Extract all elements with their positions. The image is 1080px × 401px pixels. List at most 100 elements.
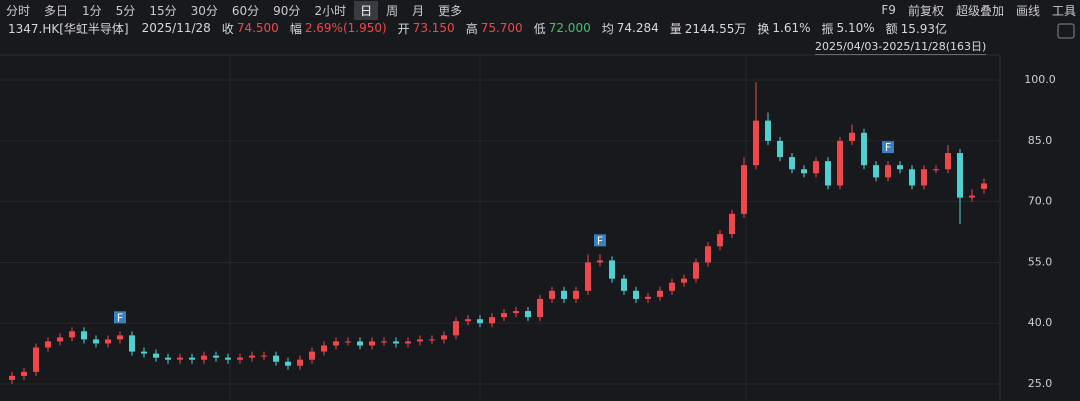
y-tick-label: 55.0 (1028, 255, 1053, 268)
candle-body (297, 359, 303, 366)
candle-body (405, 341, 411, 344)
candle-body (573, 290, 579, 299)
field-value: 73.150 (412, 21, 455, 35)
period-button[interactable]: 15分 (149, 3, 177, 18)
candle-body (465, 319, 471, 322)
candle-body (981, 183, 987, 189)
y-tick-label: 70.0 (1028, 195, 1053, 208)
field-value: 1.61% (772, 21, 811, 35)
field-label: 均 (601, 21, 614, 36)
candle-body (141, 351, 147, 354)
candle-body (837, 140, 843, 186)
period-button[interactable]: 60分 (231, 3, 260, 18)
candle-body (705, 246, 711, 263)
candle-body (909, 169, 915, 186)
period-button[interactable]: 分时 (6, 3, 31, 18)
candle-body (597, 260, 603, 263)
y-tick-label: 100.0 (1024, 73, 1056, 86)
candle-body (273, 355, 279, 362)
candle-body (477, 319, 483, 324)
candle-body (849, 132, 855, 141)
candle-body (765, 120, 771, 141)
candle-body (369, 341, 375, 346)
field-value: 15.93亿 (900, 21, 948, 36)
candle-body (9, 375, 15, 380)
period-button[interactable]: 5分 (115, 3, 136, 18)
candle-body (789, 157, 795, 170)
candle-body (129, 335, 135, 352)
candle-body (609, 260, 615, 279)
candle-body (933, 169, 939, 171)
candle-body (657, 290, 663, 297)
candle-body (969, 195, 975, 198)
period-button[interactable]: 月 (412, 3, 425, 18)
event-marker (114, 311, 126, 324)
candle-body (285, 361, 291, 366)
field-label: 高 (465, 21, 478, 36)
candle-body (633, 290, 639, 299)
tool-button[interactable]: 工具 (1051, 3, 1076, 18)
symbol: 1347.HK[华虹半导体] (8, 21, 129, 36)
candle-body (201, 355, 207, 360)
period-button[interactable]: 90分 (273, 3, 301, 18)
candle-body (537, 298, 543, 318)
field-label: 换 (757, 21, 770, 36)
candle-body (333, 341, 339, 346)
candle-body (645, 296, 651, 299)
candle-body (741, 165, 747, 214)
field-label: 幅 (289, 21, 302, 36)
tool-button[interactable]: F9 (881, 3, 896, 17)
candle-body (441, 335, 447, 340)
period-button[interactable]: 更多 (438, 3, 463, 18)
candle-body (693, 262, 699, 279)
candle-body (681, 278, 687, 283)
field-value: 74.284 (616, 21, 659, 35)
candle-body (21, 371, 27, 376)
candle-body (93, 339, 99, 344)
quote-row: 1347.HK[华虹半导体] 2025/11/28 收 74.500 幅 2.69%(… (8, 20, 950, 36)
candle-body (585, 262, 591, 291)
candle-body (153, 353, 159, 358)
candle-body (69, 331, 75, 338)
tool-button[interactable]: 画线 (1015, 3, 1040, 18)
candle-body (105, 339, 111, 344)
candle-body (357, 341, 363, 346)
candle-body (57, 337, 63, 342)
period-button[interactable]: 日 (354, 0, 379, 20)
tool-button[interactable]: 前复权 (907, 3, 944, 18)
candle-body (177, 357, 183, 360)
candle-body (897, 165, 903, 170)
icon[interactable] (1057, 23, 1075, 39)
candle-body (189, 357, 195, 360)
candle-body (885, 165, 891, 178)
candle-body (117, 335, 123, 340)
candle-body (345, 341, 351, 343)
candle-body (237, 357, 243, 360)
candle-body (801, 169, 807, 174)
period-button[interactable]: 2小时 (314, 3, 347, 18)
field-label: 收 (221, 21, 234, 36)
candle-body (621, 278, 627, 291)
event-label: F (597, 234, 603, 247)
candle-body (489, 317, 495, 324)
field-label: 量 (669, 21, 682, 36)
candle-body (33, 347, 39, 372)
tool-button[interactable]: 超级叠加 (955, 3, 1004, 18)
candle-body (513, 311, 519, 314)
candle-body (381, 341, 387, 343)
candle-body (429, 339, 435, 341)
period-button[interactable]: 1分 (82, 3, 102, 18)
period-button[interactable]: 周 (386, 3, 399, 18)
candle-body (957, 153, 963, 198)
event-marker (594, 234, 606, 247)
candle-body (861, 132, 867, 166)
candle-body (549, 290, 555, 299)
field-label: 开 (397, 21, 410, 36)
period-button[interactable]: 多日 (44, 3, 69, 18)
candle-body (249, 355, 255, 358)
candle-body (729, 213, 735, 235)
period-button[interactable]: 30分 (190, 3, 218, 18)
candle-body (165, 357, 171, 360)
